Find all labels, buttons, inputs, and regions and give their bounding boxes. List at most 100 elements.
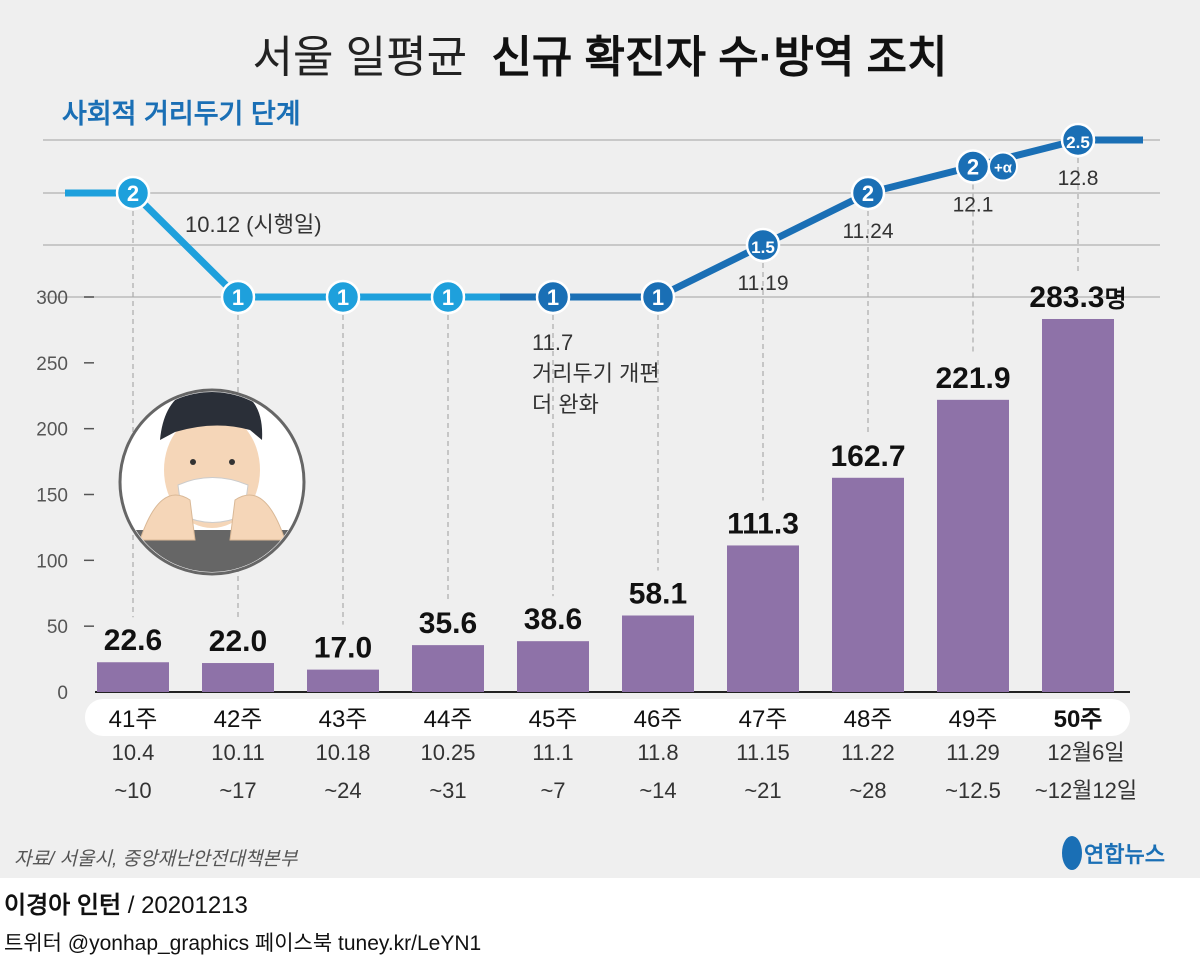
unit-label: 명 (1104, 286, 1126, 313)
value-label: 111.3 (727, 507, 799, 540)
distancing-nodes: 2 1 1 1 1 1 1.5 11.19 2 11.24 2 +α12.1 2.5 12.8 (115, 122, 1099, 315)
value-label: 283.3명 (1029, 281, 1126, 314)
date-start-label: 11.8 (637, 740, 678, 765)
week-label: 41주 (109, 706, 158, 733)
distancing-label: 사회적 거리두기 단계 (62, 99, 301, 129)
bar (622, 615, 694, 692)
date-end-label: ~14 (639, 778, 676, 803)
level-node (745, 227, 781, 263)
week-label: 45주 (529, 706, 578, 733)
bar (517, 641, 589, 692)
level-date-label: 11.24 (843, 220, 894, 243)
source-text: 자료/ 서울시, 중앙재난안전대책본부 (14, 849, 299, 870)
date-start-label: 11.1 (532, 740, 573, 765)
value-label: 35.6 (419, 607, 477, 640)
date-end-label: ~10 (114, 778, 151, 803)
level-extra-label: +α (994, 160, 1013, 177)
level-node-label: 2 (967, 155, 979, 180)
level-node (115, 175, 151, 211)
value-labels: 22.6 22.0 17.0 35.6 38.6 58.1 111.3 162.7 221.9 2… (104, 281, 1127, 665)
bar (307, 669, 379, 692)
bar (727, 545, 799, 692)
annotation-revision-date: 11.7 (532, 330, 573, 355)
level-node (850, 175, 886, 211)
level-node-label: 1 (232, 285, 244, 310)
level-date-label: 11.19 (738, 272, 789, 295)
date-end-label: ~24 (324, 778, 361, 803)
social-links: 트위터 @yonhap_graphics 페이스북 tuney.kr/LeYN1 (4, 932, 481, 955)
level-node-label: 1 (547, 285, 559, 310)
level-node (640, 279, 676, 315)
bars (97, 318, 1114, 692)
logo-text: 연합뉴스 (1084, 842, 1165, 867)
bar (1042, 318, 1114, 692)
week-label: 42주 (214, 706, 263, 733)
y-tick-label: 150 (36, 486, 68, 507)
title-bold: 신규 확진자 수·방역 조치 (491, 33, 947, 82)
bar (202, 663, 274, 692)
level-node-label: 1 (442, 285, 454, 310)
y-tick-label: 200 (36, 420, 68, 441)
week-label: 48주 (844, 706, 893, 733)
y-tick-label: 100 (36, 551, 68, 572)
annotation-revision-line1: 거리두기 개편 (532, 361, 660, 386)
credit-author: 이경아 인턴 (4, 892, 121, 919)
level-node-label: 1 (337, 285, 349, 310)
credit: 이경아 인턴 / 20201213 (4, 892, 248, 919)
chart-title: 서울 일평균 신규 확진자 수·방역 조치 (253, 33, 948, 82)
bar (937, 399, 1009, 692)
level-node-label: 2 (862, 181, 874, 206)
level-node (535, 279, 571, 315)
annotation-revision-line2: 더 완화 (532, 392, 599, 417)
value-label: 58.1 (629, 578, 687, 611)
level-node-label: 1.5 (751, 238, 775, 257)
week-label: 50주 (1054, 706, 1103, 733)
y-tick-label: 300 (36, 288, 68, 309)
level-node-label: 1 (652, 285, 664, 310)
date-start-label: 10.11 (211, 740, 264, 765)
value-label: 17.0 (314, 632, 372, 665)
date-start-label: 10.18 (315, 740, 370, 765)
date-end-label: ~7 (540, 778, 565, 803)
date-start-label: 10.25 (420, 740, 475, 765)
value-label: 38.6 (524, 603, 582, 636)
date-end-label: ~21 (744, 778, 781, 803)
date-end-label: ~17 (219, 778, 256, 803)
date-end-label: ~28 (849, 778, 886, 803)
week-label: 44주 (424, 706, 473, 733)
date-end-label: ~12.5 (945, 778, 1001, 803)
y-axis: 0 50 100 150 200 250 300 (36, 288, 94, 704)
y-tick-label: 250 (36, 354, 68, 375)
distancing-line-dark (500, 136, 1143, 301)
date-start-label: 12월6일 (1047, 740, 1124, 765)
date-end-label: ~12월12일 (1035, 778, 1137, 803)
date-end-label: ~31 (429, 778, 466, 803)
value-label: 221.9 (935, 362, 1010, 395)
value-label: 22.6 (104, 624, 162, 657)
level-date-label: 12.8 (1058, 167, 1099, 190)
week-label: 47주 (739, 706, 788, 733)
value-label: 162.7 (830, 440, 905, 473)
level-node-label: 2.5 (1066, 133, 1090, 152)
level-node (220, 279, 256, 315)
yonhap-logo: 연합뉴스 (1062, 836, 1165, 870)
bar (97, 662, 169, 692)
date-start-label: 11.15 (736, 740, 789, 765)
level-date-label: 12.1 (953, 194, 994, 217)
date-start-label: 11.29 (946, 740, 999, 765)
bar (832, 477, 904, 692)
annotation-start: 10.12 (시행일) (185, 212, 322, 237)
title-light: 서울 일평균 (253, 33, 468, 82)
date-start-label: 11.22 (841, 740, 894, 765)
week-label: 43주 (319, 706, 368, 733)
week-label: 46주 (634, 706, 683, 733)
level-node-label: 2 (127, 181, 139, 206)
value-label: 22.0 (209, 625, 267, 658)
masked-person-illustration (118, 388, 306, 576)
week-label: 49주 (949, 706, 998, 733)
date-start-label: 10.4 (112, 740, 155, 765)
level-node (1060, 122, 1096, 158)
week-label-band (85, 699, 1130, 736)
level-node (430, 279, 466, 315)
